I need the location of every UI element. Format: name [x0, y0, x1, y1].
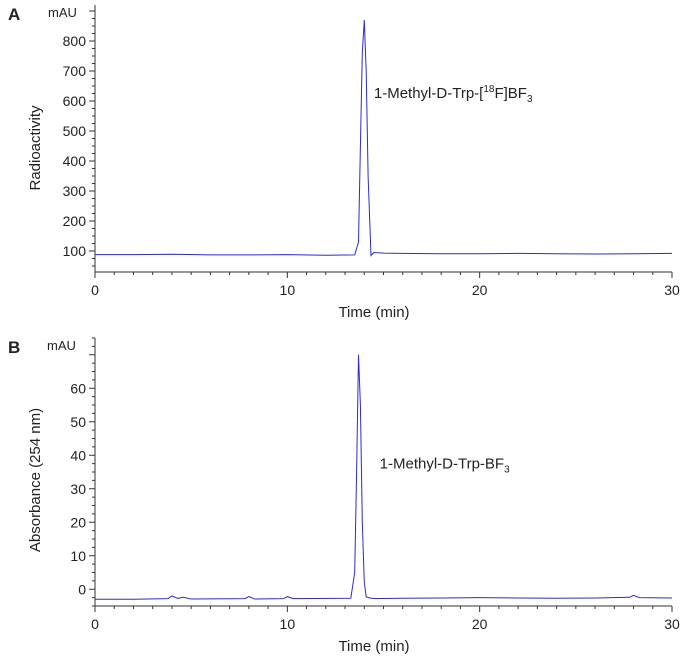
panel-b-y-axis-label: Absorbance (254 nm) — [27, 408, 44, 552]
panel-b-peak-annotation: 1-Methyl-D-Trp-BF3 — [380, 456, 510, 476]
panel-a-x-tick-label: 0 — [91, 282, 99, 298]
panel-a-y-unit: mAU — [48, 5, 77, 20]
panel-b-y-tick-label: 30 — [70, 481, 86, 497]
panel-a-y-tick-label: 500 — [63, 123, 87, 139]
panel-a-y-axis-label: Radioactivity — [27, 105, 44, 191]
panel-a-y-tick-label: 300 — [63, 183, 87, 199]
panel-a: A mAU Radioactivity Time (min) 0 10 20 30 10… — [8, 5, 680, 321]
panel-a-ticks: 0 10 20 30 100 200 300 400 500 600 700 800 — [63, 10, 680, 298]
panel-a-x-axis-label: Time (min) — [338, 304, 409, 321]
panel-b: B mAU Absorbance (254 nm) Time (min) 0 10… — [8, 337, 680, 655]
panel-a-x-tick-label: 30 — [664, 282, 680, 298]
panel-b-x-tick-label: 0 — [91, 616, 99, 632]
panel-b-letter: B — [8, 338, 20, 357]
panel-a-x-tick-label: 20 — [472, 282, 488, 298]
panel-a-y-tick-label: 400 — [63, 153, 87, 169]
panel-b-x-tick-label: 20 — [472, 616, 488, 632]
panel-a-y-tick-label: 800 — [63, 33, 87, 49]
panel-a-y-tick-label: 200 — [63, 213, 87, 229]
panel-b-y-tick-label: 50 — [70, 414, 86, 430]
panel-a-letter: A — [8, 5, 20, 24]
panel-b-y-tick-label: 20 — [70, 514, 86, 530]
panel-b-trace — [95, 354, 673, 600]
panel-b-y-tick-label: 10 — [70, 548, 86, 564]
panel-b-y-tick-label: 0 — [78, 581, 86, 597]
panel-b-y-tick-label: 40 — [70, 447, 86, 463]
panel-b-x-axis-label: Time (min) — [338, 638, 409, 655]
panel-a-y-tick-label: 700 — [63, 63, 87, 79]
panel-b-y-tick-label: 60 — [70, 380, 86, 396]
panel-b-x-tick-label: 30 — [664, 616, 680, 632]
panel-a-peak-annotation: 1-Methyl-D-Trp-[18F]BF3 — [374, 84, 533, 105]
panel-a-y-tick-label: 600 — [63, 93, 87, 109]
panel-b-y-unit: mAU — [47, 338, 76, 353]
panel-b-ticks: 0 10 20 30 0 10 20 30 40 50 60 — [70, 337, 680, 632]
panel-a-x-tick-label: 10 — [280, 282, 296, 298]
panel-a-y-tick-label: 100 — [63, 243, 87, 259]
panel-b-x-tick-label: 10 — [280, 616, 296, 632]
panel-a-trace — [95, 19, 673, 257]
